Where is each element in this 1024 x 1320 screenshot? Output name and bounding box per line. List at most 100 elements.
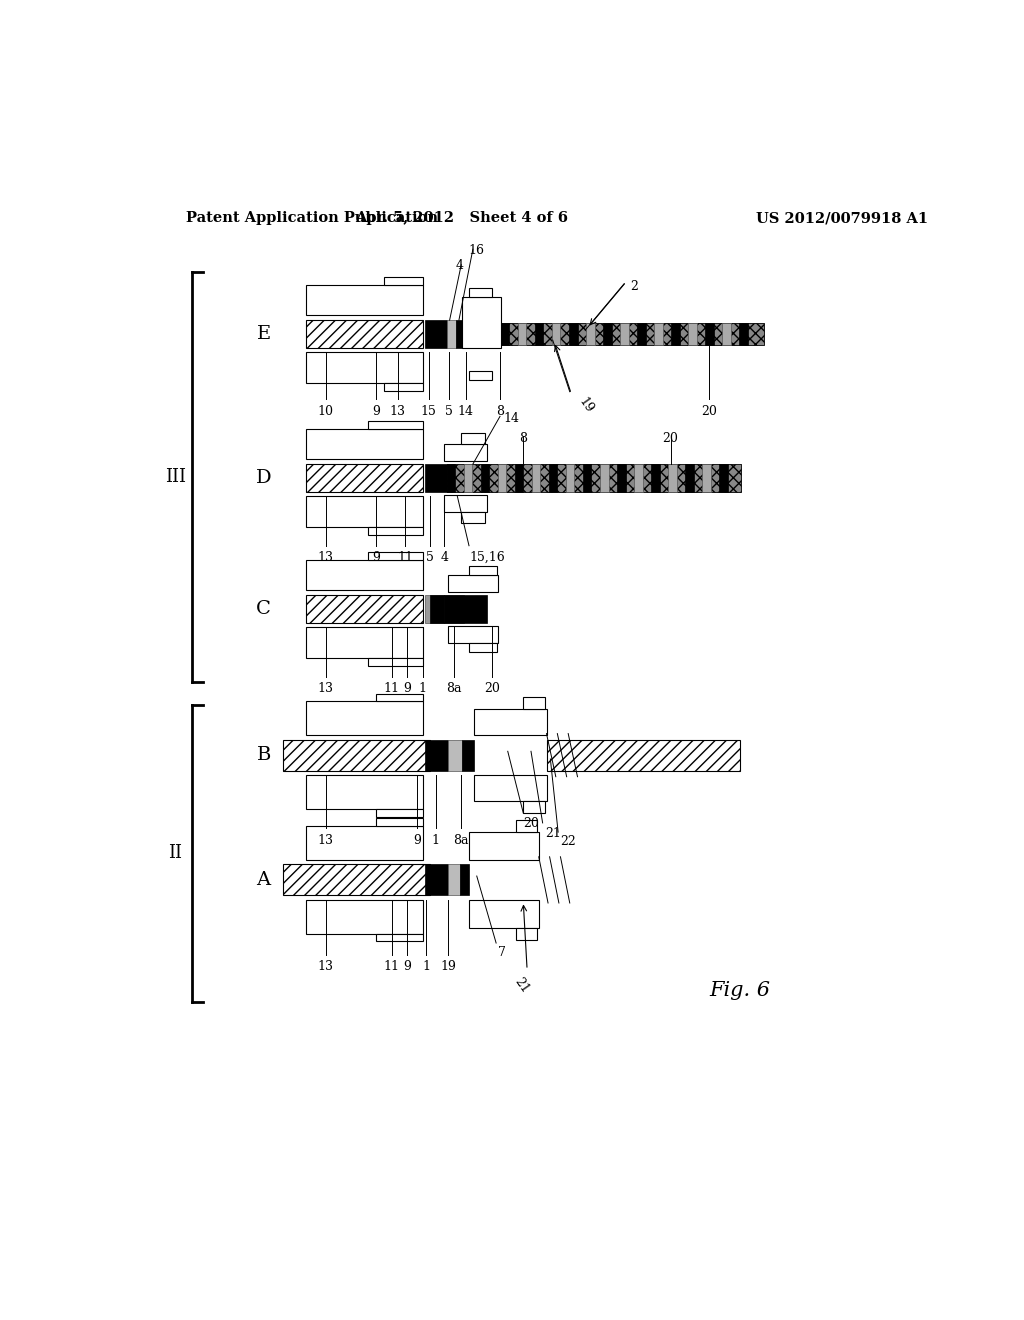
Bar bbox=[306, 595, 423, 623]
Text: 19: 19 bbox=[440, 960, 456, 973]
Bar bbox=[444, 495, 486, 512]
Bar bbox=[669, 465, 677, 492]
Text: Patent Application Publication: Patent Application Publication bbox=[186, 211, 438, 226]
Bar bbox=[515, 465, 523, 492]
Bar bbox=[501, 323, 764, 345]
Text: 20: 20 bbox=[663, 432, 679, 445]
Bar bbox=[702, 465, 711, 492]
Text: 8a: 8a bbox=[445, 682, 461, 696]
Bar bbox=[446, 321, 456, 348]
Text: 21: 21 bbox=[512, 975, 531, 995]
Bar bbox=[461, 433, 484, 444]
Bar bbox=[376, 693, 423, 701]
Text: 11: 11 bbox=[384, 960, 399, 973]
Bar bbox=[722, 323, 731, 345]
Text: 8a: 8a bbox=[454, 834, 469, 846]
Bar bbox=[688, 323, 697, 345]
Bar bbox=[306, 429, 423, 459]
Bar bbox=[566, 465, 574, 492]
Bar bbox=[464, 465, 472, 492]
Text: 15,16: 15,16 bbox=[469, 552, 505, 564]
Bar bbox=[306, 321, 423, 348]
Bar bbox=[515, 820, 538, 832]
Bar bbox=[634, 465, 643, 492]
Bar bbox=[469, 566, 497, 576]
Bar bbox=[425, 865, 449, 895]
Text: 13: 13 bbox=[390, 405, 406, 418]
Bar bbox=[425, 465, 446, 492]
Text: 14: 14 bbox=[458, 405, 474, 418]
Bar bbox=[306, 826, 423, 859]
Bar bbox=[306, 627, 423, 659]
Text: US 2012/0079918 A1: US 2012/0079918 A1 bbox=[756, 211, 928, 226]
Text: B: B bbox=[256, 746, 270, 764]
Bar bbox=[449, 576, 499, 591]
Bar bbox=[719, 465, 728, 492]
Text: 2: 2 bbox=[630, 280, 638, 293]
Bar bbox=[654, 323, 663, 345]
Bar bbox=[384, 277, 423, 285]
Text: 9: 9 bbox=[372, 405, 380, 418]
Bar bbox=[617, 465, 626, 492]
Bar bbox=[462, 739, 474, 771]
Text: 19: 19 bbox=[575, 396, 596, 416]
Bar bbox=[469, 832, 539, 859]
Text: 13: 13 bbox=[317, 960, 334, 973]
Bar bbox=[430, 595, 444, 623]
Bar bbox=[461, 512, 484, 523]
Text: Fig. 6: Fig. 6 bbox=[710, 981, 770, 999]
Bar bbox=[672, 323, 680, 345]
Text: 9: 9 bbox=[403, 960, 411, 973]
Bar bbox=[449, 739, 462, 771]
Bar bbox=[535, 323, 544, 345]
Bar bbox=[637, 323, 646, 345]
Bar bbox=[651, 465, 659, 492]
Bar bbox=[569, 323, 578, 345]
Text: E: E bbox=[257, 325, 270, 343]
Bar bbox=[469, 288, 493, 297]
Bar bbox=[306, 701, 423, 735]
Bar bbox=[306, 560, 423, 590]
Bar bbox=[456, 321, 462, 348]
Text: D: D bbox=[256, 469, 271, 487]
Text: 14: 14 bbox=[504, 412, 520, 425]
Text: 22: 22 bbox=[560, 836, 577, 849]
Text: 13: 13 bbox=[317, 834, 334, 846]
Text: 21: 21 bbox=[545, 826, 561, 840]
Text: 20: 20 bbox=[523, 817, 539, 830]
Bar bbox=[425, 321, 446, 348]
Text: 15: 15 bbox=[421, 405, 436, 418]
Text: 1: 1 bbox=[419, 682, 427, 696]
Bar bbox=[384, 383, 423, 391]
Bar bbox=[469, 900, 539, 928]
Text: 4: 4 bbox=[456, 259, 464, 272]
Bar bbox=[531, 465, 541, 492]
Text: II: II bbox=[168, 845, 182, 862]
Text: 8: 8 bbox=[519, 432, 527, 445]
Text: 20: 20 bbox=[484, 682, 500, 696]
Bar bbox=[369, 552, 423, 560]
Bar bbox=[449, 865, 460, 895]
Bar bbox=[552, 323, 560, 345]
Bar bbox=[600, 465, 608, 492]
Text: 13: 13 bbox=[317, 682, 334, 696]
Text: 10: 10 bbox=[317, 405, 334, 418]
Text: 7: 7 bbox=[499, 946, 506, 960]
Bar bbox=[425, 595, 464, 623]
Bar bbox=[518, 323, 526, 345]
Bar bbox=[621, 323, 629, 345]
Bar bbox=[501, 323, 509, 345]
Bar bbox=[376, 933, 423, 941]
Bar bbox=[283, 739, 430, 771]
Bar bbox=[480, 465, 489, 492]
Bar bbox=[444, 595, 486, 623]
Bar bbox=[306, 775, 423, 809]
Bar bbox=[469, 643, 497, 652]
Text: 8: 8 bbox=[496, 405, 504, 418]
Bar bbox=[376, 809, 423, 817]
Text: 1: 1 bbox=[432, 834, 439, 846]
Bar bbox=[474, 709, 547, 735]
Bar bbox=[369, 659, 423, 665]
Bar bbox=[306, 285, 423, 315]
Text: 1: 1 bbox=[422, 960, 430, 973]
